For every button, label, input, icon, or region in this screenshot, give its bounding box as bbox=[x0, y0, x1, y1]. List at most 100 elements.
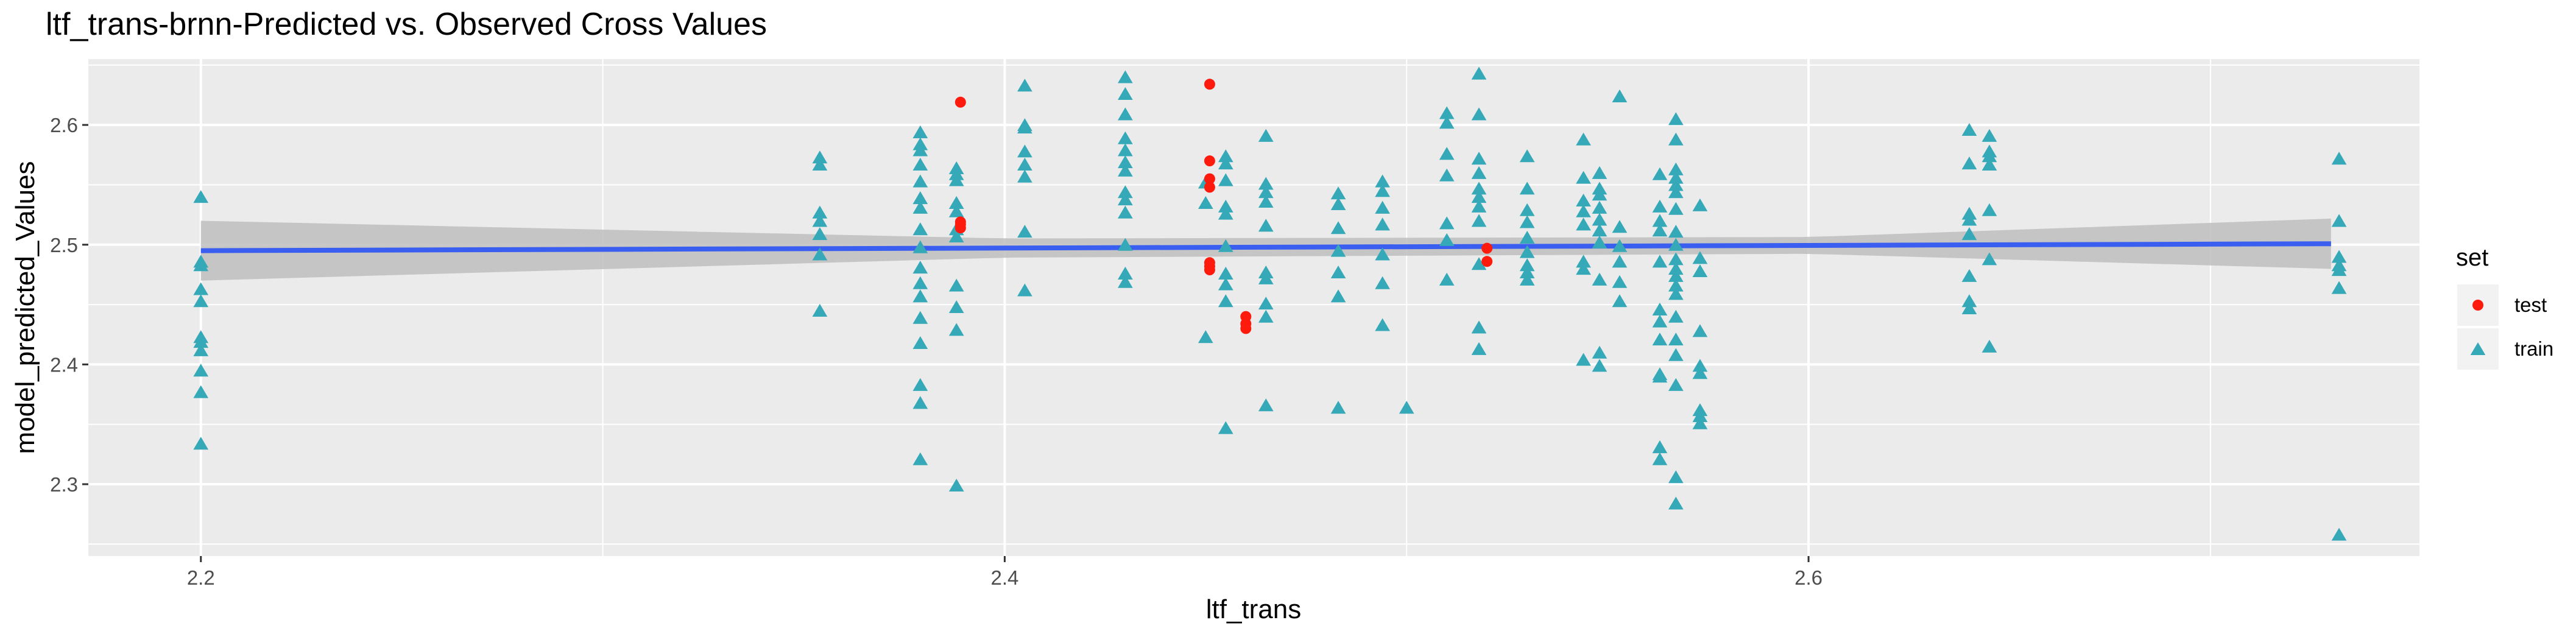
train-point bbox=[1652, 255, 1668, 268]
train-point bbox=[912, 336, 928, 350]
x-tick-label: 2.4 bbox=[990, 566, 1018, 589]
train-point bbox=[1439, 272, 1455, 286]
x-axis: 2.2 2.4 2.6 bbox=[187, 556, 1823, 589]
train-point bbox=[1592, 224, 1607, 237]
train-point bbox=[1961, 301, 1977, 315]
train-point bbox=[193, 437, 209, 450]
train-point bbox=[1652, 452, 1668, 465]
legend-title: set bbox=[2456, 244, 2488, 271]
train-point bbox=[1576, 204, 1591, 217]
train-point bbox=[1439, 147, 1455, 160]
train-point bbox=[1668, 496, 1684, 510]
train-point bbox=[1017, 121, 1032, 134]
train-point bbox=[1692, 198, 1708, 211]
train-point bbox=[1592, 200, 1607, 214]
train-point bbox=[912, 452, 928, 465]
train-point bbox=[1519, 258, 1535, 272]
train-point bbox=[1471, 214, 1487, 227]
train-point bbox=[1258, 129, 1274, 142]
train-point bbox=[1981, 149, 1997, 163]
train-point bbox=[1612, 89, 1628, 102]
test-point bbox=[1204, 173, 1215, 185]
legend-label-train: train bbox=[2514, 337, 2553, 360]
fit-line-path bbox=[200, 241, 2331, 253]
train-point bbox=[1017, 79, 1032, 92]
train-point bbox=[912, 311, 928, 324]
train-point bbox=[1017, 157, 1032, 171]
train-point bbox=[1652, 167, 1668, 180]
legend-marker-train bbox=[2470, 342, 2486, 356]
train-point bbox=[1668, 348, 1684, 361]
train-point bbox=[193, 294, 209, 308]
train-point bbox=[193, 343, 209, 356]
train-point bbox=[912, 174, 928, 188]
train-point bbox=[1218, 239, 1233, 252]
train-point bbox=[948, 323, 964, 336]
train-point bbox=[912, 396, 928, 409]
train-point bbox=[1330, 265, 1346, 279]
train-point bbox=[1330, 289, 1346, 303]
train-point bbox=[1652, 370, 1668, 383]
train-point bbox=[1218, 206, 1233, 220]
train-point bbox=[912, 240, 928, 253]
train-point bbox=[1592, 213, 1607, 226]
train-point bbox=[1692, 324, 1708, 337]
train-point bbox=[1118, 70, 1133, 83]
train-point bbox=[1375, 174, 1390, 188]
train-points bbox=[193, 66, 2347, 541]
train-point bbox=[1017, 169, 1032, 183]
train-point bbox=[1592, 166, 1607, 179]
train-point bbox=[193, 258, 209, 272]
train-point bbox=[2331, 152, 2347, 165]
train-point bbox=[1375, 276, 1390, 289]
train-point bbox=[1017, 225, 1032, 238]
train-point bbox=[812, 205, 828, 219]
train-point bbox=[1592, 272, 1607, 286]
train-point bbox=[1439, 216, 1455, 230]
train-point bbox=[1198, 195, 1213, 209]
train-point bbox=[1218, 149, 1233, 163]
train-point bbox=[1576, 193, 1591, 207]
train-point bbox=[1652, 214, 1668, 227]
test-point bbox=[1204, 79, 1215, 90]
test-points bbox=[955, 79, 1493, 334]
train-point bbox=[1519, 265, 1535, 279]
train-point bbox=[193, 282, 209, 295]
train-point bbox=[948, 204, 964, 217]
x-tick-label: 2.6 bbox=[1794, 566, 1823, 589]
train-point bbox=[1981, 252, 1997, 266]
train-point bbox=[1668, 309, 1684, 323]
train-point bbox=[1471, 66, 1487, 80]
train-point bbox=[1981, 157, 1997, 171]
train-point bbox=[1218, 421, 1233, 434]
train-point bbox=[1576, 171, 1591, 184]
train-point bbox=[1399, 401, 1414, 414]
y-tick-label: 2.3 bbox=[50, 473, 78, 496]
test-point bbox=[955, 222, 966, 234]
train-point bbox=[1668, 178, 1684, 191]
train-point bbox=[1592, 188, 1607, 201]
y-tick-label: 2.6 bbox=[50, 114, 78, 136]
train-point bbox=[1961, 122, 1977, 136]
train-point bbox=[1118, 185, 1133, 199]
train-point bbox=[1519, 230, 1535, 244]
train-point bbox=[1576, 353, 1591, 366]
train-point bbox=[1576, 262, 1591, 275]
train-point bbox=[1668, 132, 1684, 146]
train-point bbox=[1652, 199, 1668, 213]
train-point bbox=[1612, 220, 1628, 233]
legend: set test train bbox=[2456, 244, 2553, 370]
train-point bbox=[1652, 302, 1668, 315]
train-point bbox=[1961, 213, 1977, 226]
train-point bbox=[2331, 250, 2347, 263]
y-tick-label: 2.4 bbox=[50, 353, 78, 376]
train-point bbox=[1471, 257, 1487, 270]
train-point bbox=[1576, 132, 1591, 146]
train-point bbox=[1118, 238, 1133, 251]
train-point bbox=[1471, 320, 1487, 334]
train-point bbox=[1471, 181, 1487, 195]
train-point bbox=[1519, 203, 1535, 216]
train-point bbox=[912, 143, 928, 157]
train-point bbox=[1439, 116, 1455, 129]
train-point bbox=[912, 125, 928, 138]
